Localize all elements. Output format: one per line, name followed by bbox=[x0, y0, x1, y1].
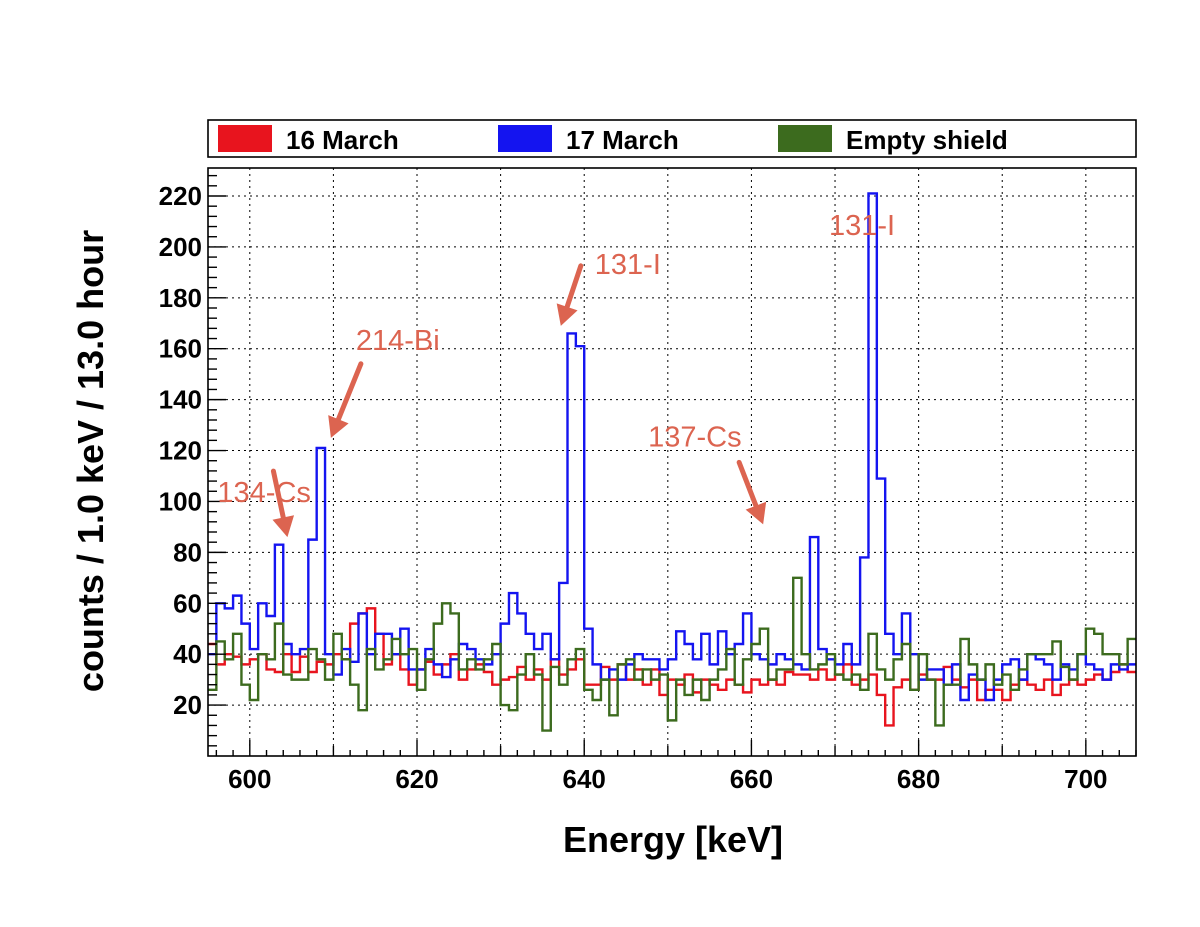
x-tick-label: 660 bbox=[730, 764, 773, 794]
y-tick-label: 60 bbox=[173, 588, 202, 618]
legend-swatch-16-march bbox=[218, 125, 272, 152]
annotation-131-i-4-label: 131-I bbox=[829, 210, 895, 242]
y-tick-label: 180 bbox=[159, 283, 202, 313]
annotation-214-bi-1-arrow-head bbox=[328, 415, 349, 438]
legend-swatch-empty-shield bbox=[778, 125, 832, 152]
y-tick-label: 100 bbox=[159, 486, 202, 516]
annotation-131-i-2-label: 131-I bbox=[595, 249, 661, 281]
legend-label-empty-shield: Empty shield bbox=[846, 125, 1008, 155]
x-tick-label: 700 bbox=[1064, 764, 1107, 794]
legend-box bbox=[207, 119, 1137, 158]
series-line-16-march bbox=[208, 607, 1136, 727]
y-tick-label: 220 bbox=[159, 181, 202, 211]
y-axis-title: counts / 1.0 keV / 13.0 hour bbox=[70, 230, 111, 692]
peak-annotations: 134-Cs 214-Bi 131-I 137-Cs 131-I bbox=[217, 210, 895, 538]
y-tick-label: 120 bbox=[159, 436, 202, 466]
annotation-137-cs-3-arrow-shaft bbox=[736, 459, 759, 509]
x-tick-label: 600 bbox=[228, 764, 271, 794]
legend: 16 March 17 March Empty shield bbox=[207, 119, 1137, 158]
series-group bbox=[208, 192, 1136, 732]
y-tick-label: 200 bbox=[159, 232, 202, 262]
y-tick-label: 80 bbox=[173, 537, 202, 567]
annotation-214-bi-1-label: 214-Bi bbox=[356, 325, 440, 357]
annotation-137-cs-3-label: 137-Cs bbox=[648, 421, 742, 453]
x-tick-label: 620 bbox=[395, 764, 438, 794]
y-tick-label: 140 bbox=[159, 385, 202, 415]
plot-frame bbox=[207, 167, 1137, 757]
annotation-134-cs-0-label: 134-Cs bbox=[217, 477, 310, 509]
legend-label-16-march: 16 March bbox=[286, 125, 399, 155]
x-tick-label: 640 bbox=[563, 764, 606, 794]
axis-ticks: 600 620 640 660 680 700 20 40 60 80 100 120 140 160 18… bbox=[159, 174, 1137, 794]
y-tick-label: 160 bbox=[159, 334, 202, 364]
legend-swatch-17-march bbox=[498, 125, 552, 152]
grid bbox=[208, 168, 1136, 756]
annotation-214-bi-1-arrow-shaft bbox=[335, 361, 364, 422]
series-line-empty-shield bbox=[208, 576, 1136, 732]
annotation-134-cs-0-arrow-head bbox=[272, 515, 295, 538]
x-axis-title: Energy [keV] bbox=[563, 819, 783, 860]
annotation-131-i-2-arrow-shaft bbox=[564, 263, 584, 310]
x-tick-label: 680 bbox=[897, 764, 940, 794]
legend-label-17-march: 17 March bbox=[566, 125, 679, 155]
annotation-137-cs-3-arrow-head bbox=[745, 501, 767, 525]
annotation-134-cs-0-arrow-shaft bbox=[270, 468, 286, 521]
y-tick-label: 40 bbox=[173, 639, 202, 669]
y-tick-label: 20 bbox=[173, 690, 202, 720]
plot-border bbox=[207, 167, 1137, 757]
annotation-131-i-2-arrow-head bbox=[556, 303, 578, 326]
